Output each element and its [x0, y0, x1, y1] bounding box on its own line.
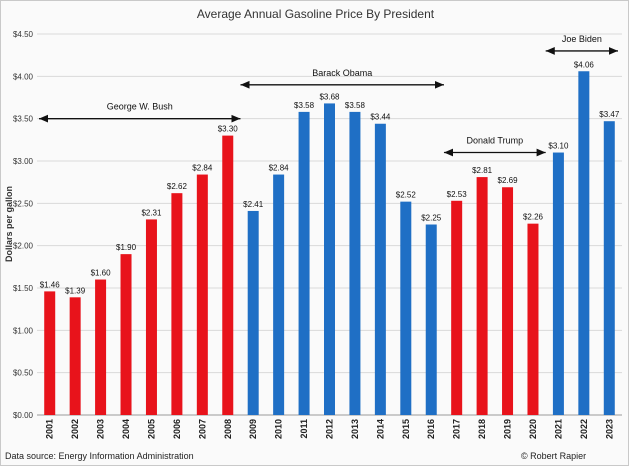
y-tick-label: $4.50: [13, 30, 34, 39]
bar: [476, 177, 488, 415]
bar: [171, 193, 183, 415]
bar: [298, 111, 310, 415]
bar-value-label: $2.31: [141, 208, 162, 217]
x-tick-label: 2014: [375, 419, 385, 439]
bar-value-label: $3.68: [319, 92, 340, 101]
x-tick-label: 2012: [325, 419, 335, 439]
y-tick-label: $3.50: [13, 115, 34, 124]
x-tick-label: 2023: [604, 419, 614, 439]
y-tick-label: $1.50: [13, 284, 34, 293]
president-name-label: Barack Obama: [312, 68, 372, 78]
y-tick-label: $2.00: [13, 242, 34, 251]
y-tick-label: $0.00: [13, 411, 34, 420]
y-tick-label: $4.00: [13, 72, 34, 81]
bar: [247, 210, 259, 415]
x-tick-label: 2013: [350, 419, 360, 439]
bar-value-label: $2.84: [269, 164, 290, 173]
bar-value-label: $2.52: [396, 191, 417, 200]
bar: [349, 111, 361, 415]
bar: [502, 187, 514, 415]
bar-value-label: $1.39: [65, 286, 86, 295]
president-name-label: Donald Trump: [467, 136, 524, 146]
bar-value-label: $3.44: [370, 113, 391, 122]
bar: [95, 279, 107, 415]
x-tick-label: 2003: [96, 419, 106, 439]
bar: [451, 200, 463, 415]
bar-value-label: $3.10: [548, 142, 569, 151]
bar-value-label: $3.47: [599, 110, 620, 119]
bar-value-label: $1.60: [91, 269, 112, 278]
x-tick-label: 2005: [146, 419, 156, 439]
x-tick-label: 2019: [503, 419, 513, 439]
bar: [145, 219, 157, 415]
chart-title: Average Annual Gasoline Price By Preside…: [196, 7, 435, 21]
bar-value-label: $4.06: [574, 60, 595, 69]
bar: [324, 103, 335, 415]
x-tick-label: 2006: [172, 419, 182, 439]
x-tick-label: 2020: [528, 419, 538, 439]
x-tick-label: 2015: [401, 419, 411, 439]
bar-value-label: $2.53: [447, 190, 468, 199]
x-tick-label: 2004: [121, 419, 131, 439]
x-tick-label: 2008: [223, 419, 233, 439]
x-tick-label: 2018: [477, 419, 487, 439]
y-tick-label: $0.50: [13, 369, 34, 378]
bar-value-label: $3.58: [294, 101, 315, 110]
data-source-note: Data source: Energy Information Administ…: [5, 451, 194, 461]
y-tick-label: $1.00: [13, 326, 34, 335]
y-tick-label: $3.00: [13, 157, 34, 166]
bar: [222, 135, 234, 415]
bar-value-label: $2.26: [523, 213, 544, 222]
bar: [578, 71, 590, 416]
x-tick-label: 2021: [553, 419, 563, 439]
bar: [603, 121, 615, 415]
bar: [425, 224, 437, 415]
president-name-label: George W. Bush: [107, 102, 173, 112]
x-tick-label: 2001: [45, 419, 55, 439]
bar: [273, 174, 285, 415]
bar: [552, 152, 564, 416]
bar-value-label: $2.25: [421, 214, 442, 223]
x-tick-label: 2002: [70, 419, 80, 439]
bar: [196, 174, 208, 415]
x-tick-label: 2016: [426, 419, 436, 439]
x-tick-label: 2010: [274, 419, 284, 439]
x-tick-label: 2009: [248, 419, 258, 439]
bar-value-label: $2.41: [243, 200, 264, 209]
bar-value-label: $1.46: [40, 280, 61, 289]
bar-value-label: $3.30: [218, 125, 239, 134]
bar-value-label: $2.84: [192, 164, 213, 173]
bar-value-label: $1.90: [116, 243, 137, 252]
x-tick-label: 2022: [579, 419, 589, 439]
y-tick-label: $2.50: [13, 199, 34, 208]
bar-value-label: $2.69: [498, 176, 519, 185]
bar: [120, 254, 132, 415]
bar: [400, 201, 412, 415]
x-tick-label: 2017: [452, 419, 462, 439]
bar: [44, 291, 56, 415]
bar: [69, 297, 81, 415]
x-tick-label: 2011: [299, 419, 309, 439]
bar-value-label: $3.58: [345, 101, 366, 110]
copyright-credit: © Robert Rapier: [521, 451, 587, 461]
x-tick-label: 2007: [197, 419, 207, 439]
bar: [374, 123, 386, 415]
president-name-label: Joe Biden: [562, 34, 602, 44]
bar-value-label: $2.81: [472, 166, 493, 175]
bar-value-label: $2.62: [167, 182, 188, 191]
bar: [527, 223, 539, 415]
